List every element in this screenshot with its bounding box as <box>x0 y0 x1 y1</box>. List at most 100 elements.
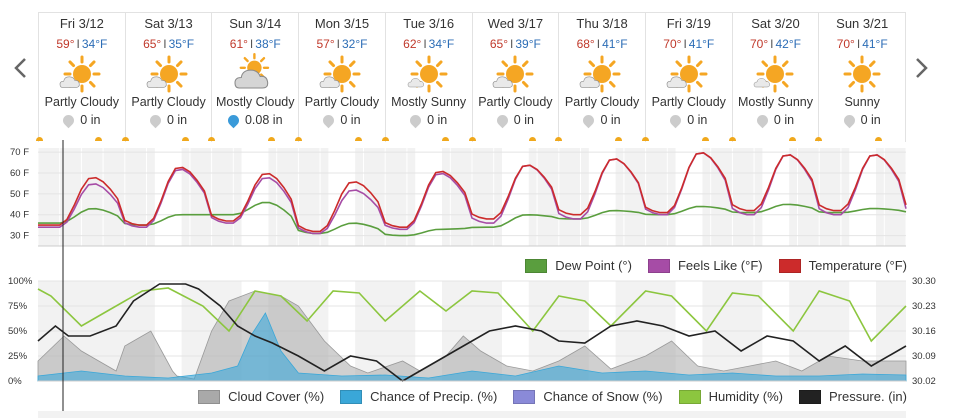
temp-separator: I <box>770 37 774 51</box>
sunrise-icon <box>468 137 476 141</box>
sunset-icon <box>528 137 536 141</box>
temp-separator: I <box>76 37 80 51</box>
precip-amount: 0 in <box>733 112 819 128</box>
precip-amount: 0 in <box>819 112 905 128</box>
partly-cloudy-icon <box>319 55 361 93</box>
temp-separator: I <box>510 37 514 51</box>
day-column[interactable]: Mon 3/15 57° I 32°F Partly Cloudy 0 in <box>295 12 385 142</box>
legend-swatch <box>525 258 548 273</box>
precip-value: 0.08 in <box>244 113 283 127</box>
legend-item[interactable]: Chance of Precip. (%) <box>340 389 497 404</box>
high-temp: 70° <box>836 37 855 51</box>
precip-value: 0 in <box>687 113 708 127</box>
low-temp: 34°F <box>81 37 108 51</box>
sunrise-icon <box>555 137 563 141</box>
sun-markers <box>208 137 298 145</box>
legend-item[interactable]: Temperature (°F) <box>778 258 907 273</box>
day-date: Thu 3/18 <box>576 16 628 31</box>
sun-markers <box>555 137 645 145</box>
day-temps: 70° I 41°F <box>646 37 732 51</box>
partly-cloudy-icon <box>59 55 101 93</box>
low-temp: 41°F <box>688 37 715 51</box>
legend-item[interactable]: Chance of Snow (%) <box>513 389 663 404</box>
high-temp: 68° <box>576 37 595 51</box>
sunny-icon <box>843 55 881 93</box>
sunset-icon <box>181 137 189 141</box>
low-temp: 35°F <box>168 37 195 51</box>
partly-cloudy-icon <box>666 55 708 93</box>
day-column[interactable]: Sun 3/21 70° I 41°F Sunny 0 in <box>815 12 907 142</box>
series-line <box>38 151 907 233</box>
condition-text: Partly Cloudy <box>131 95 206 109</box>
condition-text: Partly Cloudy <box>651 95 726 109</box>
high-temp: 70° <box>663 37 682 51</box>
day-date: Fri 3/19 <box>666 16 711 31</box>
legend-swatch <box>678 389 701 404</box>
legend-item[interactable]: Humidity (%) <box>678 389 783 404</box>
next-panel-edge <box>38 411 906 418</box>
day-temps: 70° I 42°F <box>733 37 819 51</box>
condition-text: Mostly Sunny <box>391 95 467 109</box>
sunset-icon <box>615 137 623 141</box>
legend-item[interactable]: Pressure. (in) <box>798 389 907 404</box>
high-temp: 59° <box>56 37 75 51</box>
next-days-button[interactable] <box>912 48 932 88</box>
partly-cloudy-icon <box>493 55 534 93</box>
previous-days-button[interactable] <box>10 48 30 88</box>
precip-chance-area <box>37 312 907 382</box>
condition-text: Mostly Sunny <box>737 95 813 109</box>
legend-label: Feels Like (°F) <box>677 258 763 273</box>
precip-amount: 0 in <box>126 112 212 128</box>
day-date: Sat 3/13 <box>144 16 193 31</box>
sunset-icon <box>788 137 796 141</box>
sun-markers <box>468 137 559 145</box>
precip-amount: 0 in <box>39 112 125 128</box>
legend-item[interactable]: Feels Like (°F) <box>647 258 763 273</box>
mostly-sunny-icon <box>754 55 794 93</box>
legend-swatch <box>778 258 801 273</box>
precip-value: 0 in <box>427 113 448 127</box>
day-column[interactable]: Thu 3/18 68° I 41°F Partly Cloudy 0 in <box>555 12 645 145</box>
legend-label: Chance of Precip. (%) <box>370 389 498 404</box>
partly-cloudy-icon <box>579 55 621 93</box>
day-column[interactable]: Sat 3/13 65° I 35°F Partly Cloudy 0 in <box>121 12 212 142</box>
sun-markers <box>728 137 819 145</box>
day-column[interactable]: Sun 3/14 61° I 38°F Mostly Cloudy 0.08 in <box>208 12 299 145</box>
y-tick-label-right: 30.02 <box>912 376 936 387</box>
y-tick-label: 60 F <box>10 168 29 179</box>
conditions-legend: Cloud Cover (%) Chance of Precip. (%) Chan… <box>182 389 907 404</box>
y-tick-label-left: 50% <box>8 326 28 337</box>
precip-value: 0 in <box>80 113 101 127</box>
high-temp: 57° <box>316 37 335 51</box>
day-temps: 62° I 34°F <box>386 37 472 51</box>
day-column[interactable]: Sat 3/20 70° I 42°F Mostly Sunny 0 in <box>728 12 819 145</box>
sunset-icon <box>701 137 709 141</box>
sunset-icon <box>441 137 449 141</box>
legend-label: Dew Point (°) <box>555 258 632 273</box>
temp-separator: I <box>249 37 254 51</box>
daily-forecast-strip: Fri 3/12 59° I 34°F Partly Cloudy 0 in Sat… <box>36 12 907 145</box>
temp-separator: I <box>163 37 167 51</box>
high-temp: 70° <box>749 37 769 51</box>
day-temps: 57° I 32°F <box>299 37 385 51</box>
sunset-icon <box>355 137 363 141</box>
legend-swatch <box>340 389 363 404</box>
legend-label: Temperature (°F) <box>808 258 907 273</box>
day-column[interactable]: Fri 3/12 59° I 34°F Partly Cloudy 0 in <box>36 12 125 142</box>
legend-item[interactable]: Cloud Cover (%) <box>198 389 324 404</box>
legend-label: Humidity (%) <box>708 389 783 404</box>
y-tick-label-left: 100% <box>8 276 33 287</box>
legend-item[interactable]: Dew Point (°) <box>525 258 632 273</box>
y-tick-label: 40 F <box>10 210 29 221</box>
sunrise-icon <box>208 137 216 141</box>
day-column[interactable]: Wed 3/17 65° I 39°F Partly Cloudy 0 in <box>468 12 559 145</box>
temp-separator: I <box>423 37 427 51</box>
legend-swatch <box>647 258 670 273</box>
sunrise-icon <box>815 137 823 141</box>
sunrise-icon <box>641 137 649 141</box>
y-tick-label-left: 0% <box>8 376 22 387</box>
day-column[interactable]: Fri 3/19 70° I 41°F Partly Cloudy 0 in <box>641 12 732 142</box>
sunset-icon <box>875 137 883 141</box>
day-column[interactable]: Tue 3/16 62° I 34°F Mostly Sunny 0 in <box>381 12 472 142</box>
